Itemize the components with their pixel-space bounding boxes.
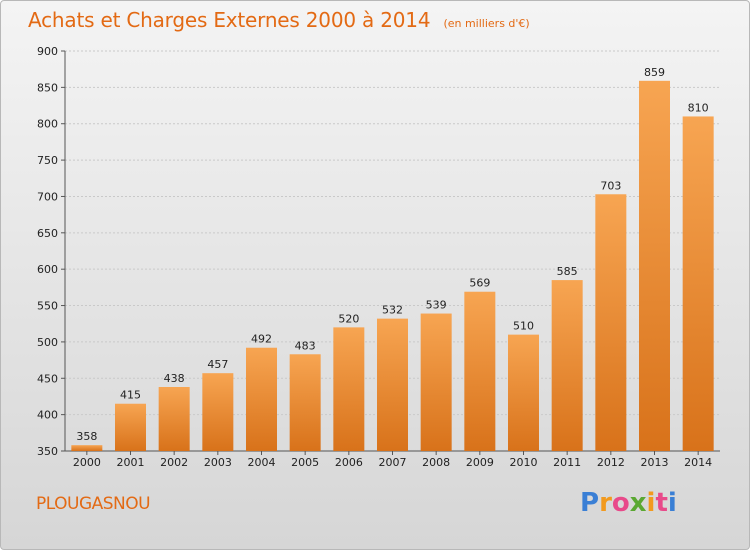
x-tick-label: 2001 <box>117 456 145 469</box>
bar-value-label: 532 <box>382 304 403 317</box>
y-tick-label: 350 <box>37 445 58 458</box>
logo-letter: o <box>611 488 630 518</box>
x-tick-label: 2010 <box>510 456 538 469</box>
commune-name: PLOUGASNOU <box>36 494 151 514</box>
labels: 350 400 450 500 550 600 650 700 750 800 850 900 358 2… <box>37 45 712 469</box>
bar <box>158 387 190 451</box>
x-tick-label: 2005 <box>291 456 319 469</box>
bar <box>333 327 365 451</box>
logo-letter: r <box>599 488 612 518</box>
bar <box>595 194 627 452</box>
bar <box>289 354 321 451</box>
bar-value-label: 457 <box>207 358 228 371</box>
bar <box>246 347 277 451</box>
x-tick-label: 2006 <box>335 456 363 469</box>
logo-letter: i <box>667 488 677 518</box>
bar <box>202 373 234 451</box>
bar <box>464 291 496 451</box>
x-tick-label: 2003 <box>204 456 232 469</box>
x-tick-label: 2004 <box>248 456 276 469</box>
x-tick-label: 2012 <box>597 456 625 469</box>
bar-value-label: 510 <box>513 320 534 333</box>
bar <box>377 318 408 451</box>
y-tick-label: 700 <box>37 190 58 203</box>
chart-title: Achats et Charges Externes 2000 à 2014 <box>28 8 431 32</box>
y-tick-label: 850 <box>37 81 58 94</box>
y-tick-label: 900 <box>37 45 58 58</box>
x-tick-label: 2008 <box>422 456 450 469</box>
bar <box>115 403 146 451</box>
y-tick-label: 450 <box>37 372 58 385</box>
bar <box>508 334 539 451</box>
bar-value-label: 483 <box>295 339 316 352</box>
y-tick-label: 650 <box>37 227 58 240</box>
logo-letter: P <box>580 488 600 518</box>
bar <box>639 80 670 452</box>
y-tick-label: 500 <box>37 336 58 349</box>
bars <box>71 80 714 452</box>
y-tick-label: 400 <box>37 409 58 422</box>
bar <box>551 280 583 451</box>
logo-letter: i <box>646 488 656 518</box>
bar-value-label: 810 <box>688 101 709 114</box>
y-tick-label: 600 <box>37 263 58 276</box>
y-tick-label: 750 <box>37 154 58 167</box>
chart-title-row: Achats et Charges Externes 2000 à 2014 (… <box>28 8 530 32</box>
y-tick-label: 550 <box>37 300 58 313</box>
chart-subtitle: (en milliers d'€) <box>443 17 530 30</box>
bar-value-label: 358 <box>76 430 97 443</box>
bar <box>71 445 103 451</box>
bar-value-label: 703 <box>600 179 621 192</box>
x-tick-label: 2007 <box>379 456 407 469</box>
x-tick-label: 2011 <box>553 456 581 469</box>
x-tick-label: 2009 <box>466 456 494 469</box>
bar-value-label: 585 <box>557 265 578 278</box>
bar-value-label: 492 <box>251 333 272 346</box>
bar-value-label: 859 <box>644 66 665 79</box>
bar-value-label: 520 <box>338 312 359 325</box>
bar-value-label: 415 <box>120 389 141 402</box>
y-tick-label: 800 <box>37 118 58 131</box>
proxiti-logo: Proxiti <box>580 488 677 518</box>
bar-value-label: 569 <box>469 277 490 290</box>
logo-letter: x <box>629 488 647 518</box>
x-tick-label: 2000 <box>73 456 101 469</box>
logo-letter: t <box>655 488 668 518</box>
x-tick-label: 2013 <box>641 456 669 469</box>
bar-value-label: 438 <box>164 372 185 385</box>
bar <box>420 313 452 451</box>
bar <box>682 116 714 452</box>
x-tick-label: 2002 <box>160 456 188 469</box>
bar-value-label: 539 <box>426 299 447 312</box>
x-tick-label: 2014 <box>684 456 712 469</box>
